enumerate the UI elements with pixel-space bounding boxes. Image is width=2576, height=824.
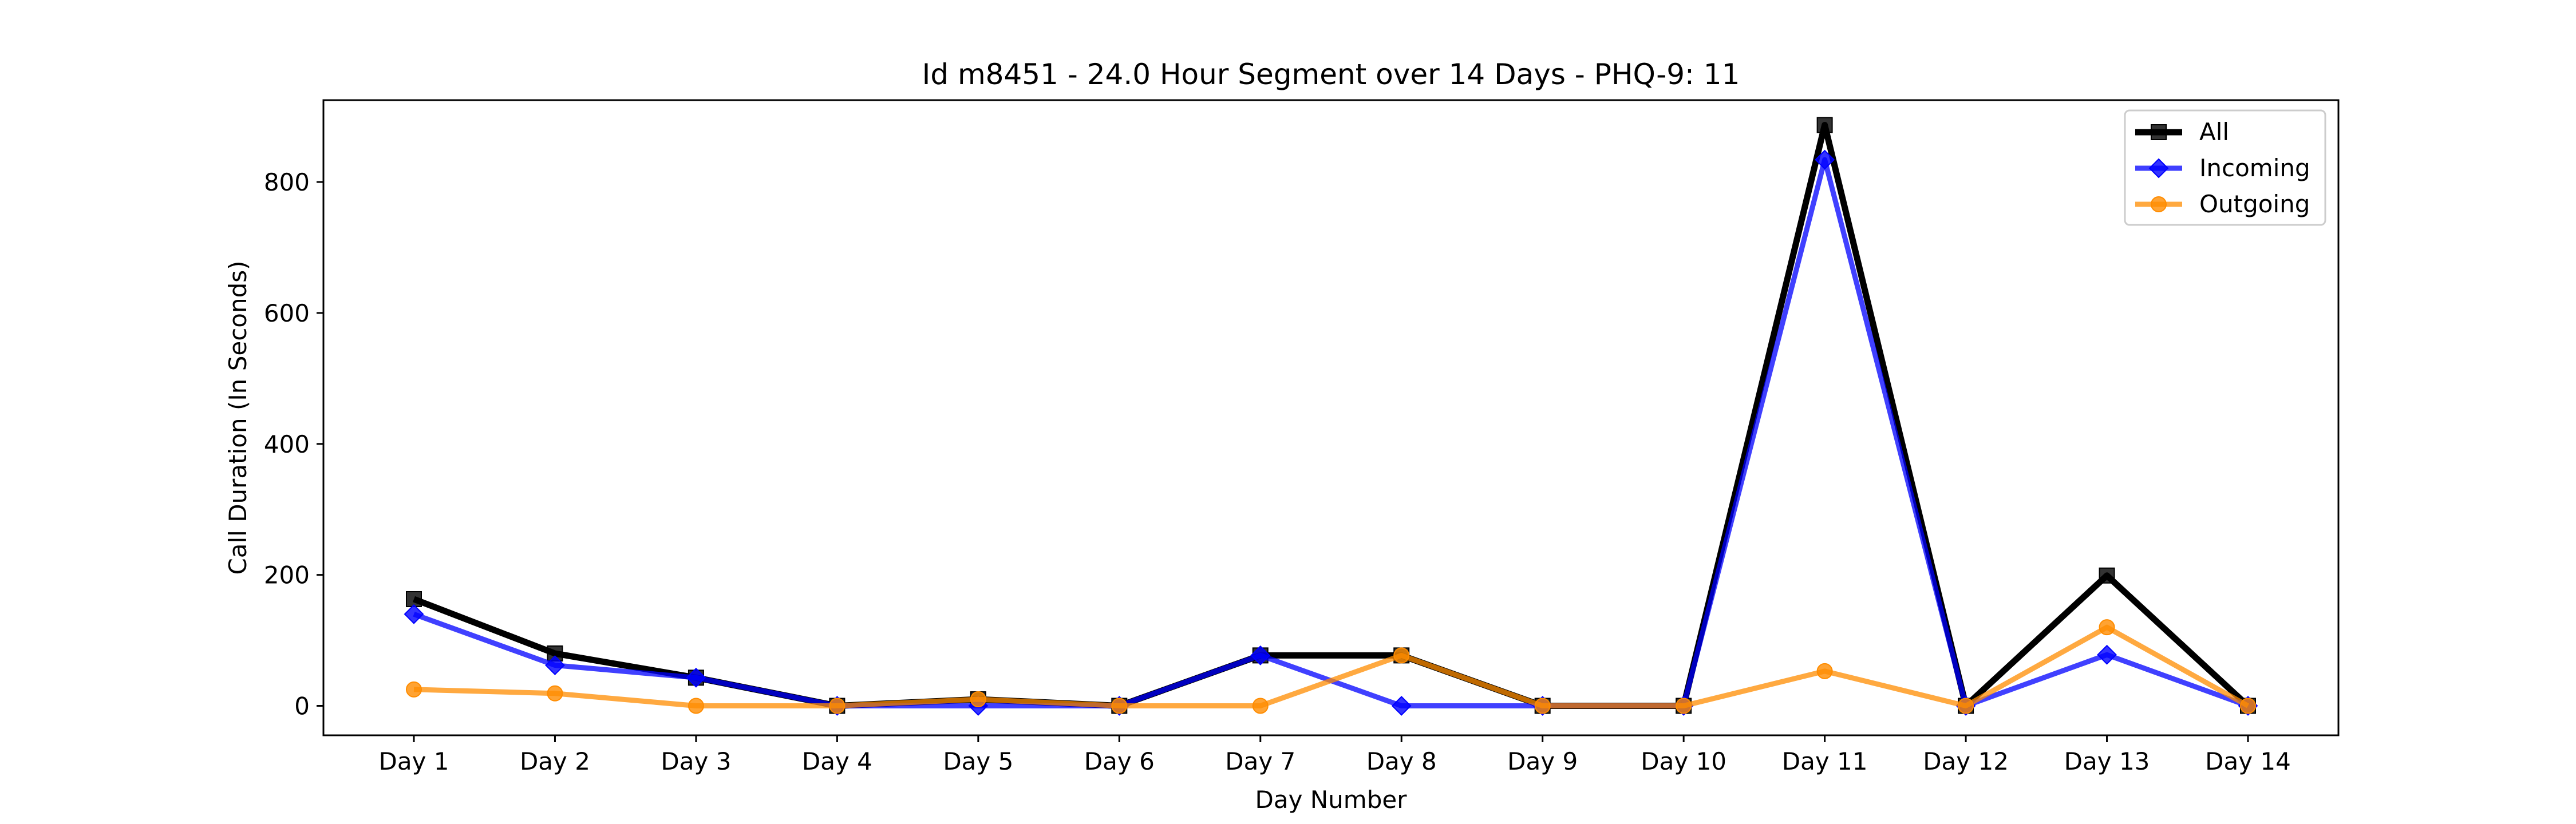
data-point bbox=[404, 604, 424, 624]
data-point bbox=[1393, 647, 1410, 664]
x-tick-label: Day 13 bbox=[2064, 747, 2150, 775]
legend-item: Outgoing bbox=[2135, 190, 2310, 218]
data-point bbox=[1250, 645, 1271, 665]
data-point bbox=[688, 698, 704, 714]
plot-frame bbox=[322, 99, 2340, 736]
data-point bbox=[547, 685, 563, 702]
data-point bbox=[1534, 698, 1551, 714]
data-point bbox=[970, 691, 986, 708]
data-point bbox=[829, 698, 846, 714]
data-point bbox=[406, 681, 422, 698]
series-lines bbox=[404, 117, 2258, 716]
x-tick-label: Day 1 bbox=[378, 747, 449, 775]
x-tick-label: Day 6 bbox=[1084, 747, 1155, 775]
x-tick-label: Day 3 bbox=[661, 747, 731, 775]
data-point bbox=[2099, 567, 2115, 584]
y-tick-label: 0 bbox=[294, 692, 310, 720]
data-point bbox=[1815, 149, 1835, 170]
x-tick-label: Day 4 bbox=[802, 747, 872, 775]
data-point bbox=[1252, 698, 1269, 714]
y-tick-label: 800 bbox=[264, 168, 310, 196]
legend-box bbox=[2124, 109, 2326, 226]
legend: All Incoming Outgoing bbox=[2124, 109, 2326, 226]
x-tick-label: Day 9 bbox=[1507, 747, 1578, 775]
legend-label: Outgoing bbox=[2199, 190, 2310, 218]
y-tick-label: 200 bbox=[264, 561, 310, 589]
data-point bbox=[686, 667, 706, 688]
x-tick-label: Day 12 bbox=[1923, 747, 2009, 775]
y-tick-label: 400 bbox=[264, 430, 310, 458]
data-point bbox=[2097, 644, 2117, 665]
series-line bbox=[413, 624, 2250, 709]
legend-item: Incoming bbox=[2135, 154, 2310, 182]
x-tick-label: Day 7 bbox=[1225, 747, 1295, 775]
axes: Day 1 Day 2 Day 3 Day 4 Day 5 Day 6 Day 7 Day 8… bbox=[264, 168, 2291, 775]
data-point bbox=[2099, 619, 2115, 636]
x-tick-label: Day 2 bbox=[520, 747, 590, 775]
data-point bbox=[1676, 698, 1692, 714]
x-tick-label: Day 11 bbox=[1782, 747, 1868, 775]
x-axis-label: Day Number bbox=[1255, 786, 1407, 814]
y-axis-label: Call Duration (In Seconds) bbox=[224, 260, 252, 575]
data-point bbox=[1816, 117, 1833, 133]
legend-label: Incoming bbox=[2199, 154, 2310, 182]
legend-item: All bbox=[2135, 118, 2229, 146]
data-point bbox=[1958, 698, 1974, 714]
data-point bbox=[1111, 698, 1128, 714]
data-point bbox=[2240, 698, 2256, 714]
legend-marker bbox=[2151, 124, 2167, 140]
chart-title: Id m8451 - 24.0 Hour Segment over 14 Day… bbox=[922, 58, 1740, 91]
legend-marker bbox=[2151, 196, 2167, 212]
data-point bbox=[1391, 696, 1412, 716]
x-tick-label: Day 8 bbox=[1366, 747, 1437, 775]
series-outgoing bbox=[406, 619, 2256, 714]
x-tick-label: Day 5 bbox=[943, 747, 1013, 775]
x-tick-label: Day 14 bbox=[2205, 747, 2291, 775]
data-point bbox=[1816, 663, 1833, 679]
legend-label: All bbox=[2199, 118, 2229, 146]
data-point bbox=[545, 655, 565, 675]
legend-marker bbox=[2148, 158, 2169, 179]
x-tick-label: Day 10 bbox=[1641, 747, 1726, 775]
y-tick-label: 600 bbox=[264, 299, 310, 327]
